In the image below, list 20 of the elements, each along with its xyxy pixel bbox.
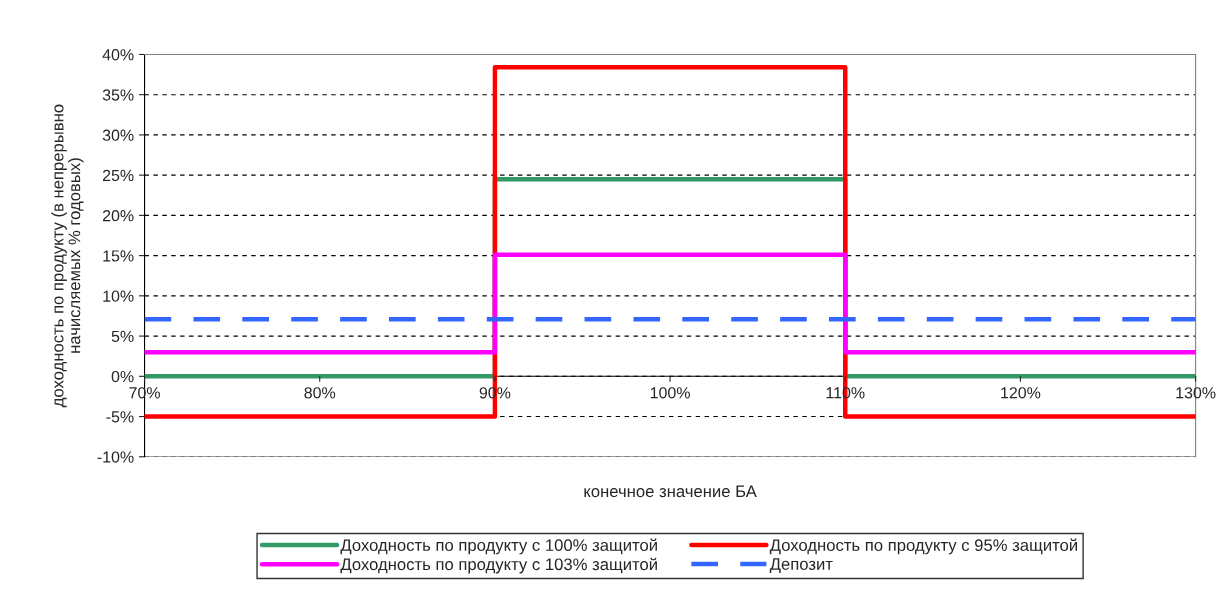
legend-label: Доходность по продукту с 100% защитой — [340, 538, 657, 555]
y-axis-title: доходность по продукту (в непрерывно начисляемых % годовых) — [51, 104, 84, 408]
y-tick-label: -10% — [97, 451, 134, 463]
x-tick-label: 120% — [1001, 387, 1041, 399]
y-tick-label: 25% — [102, 169, 134, 182]
legend-label: Депозит — [769, 558, 833, 574]
y-tick-label: 10% — [103, 290, 134, 302]
legend-label: Доходность по продукту с 95% защитой — [769, 538, 1077, 555]
y-tick-label: 30% — [102, 129, 134, 141]
y-tick-label: 20% — [102, 210, 134, 222]
x-axis-title: конечное значение БА — [584, 485, 757, 498]
y-tick-label: 40% — [102, 49, 134, 61]
y-tick-label: 0% — [111, 370, 134, 383]
y-tick-label: 15% — [103, 250, 134, 262]
y-tick-label: 5% — [111, 330, 134, 343]
y-tick-label: 35% — [102, 89, 134, 101]
x-tick-label: 100% — [650, 387, 690, 399]
x-tick-label: 80% — [304, 387, 336, 399]
legend-label: Доходность по продукту с 103% защитой — [340, 557, 657, 574]
y-tick-label: -5% — [106, 411, 134, 423]
